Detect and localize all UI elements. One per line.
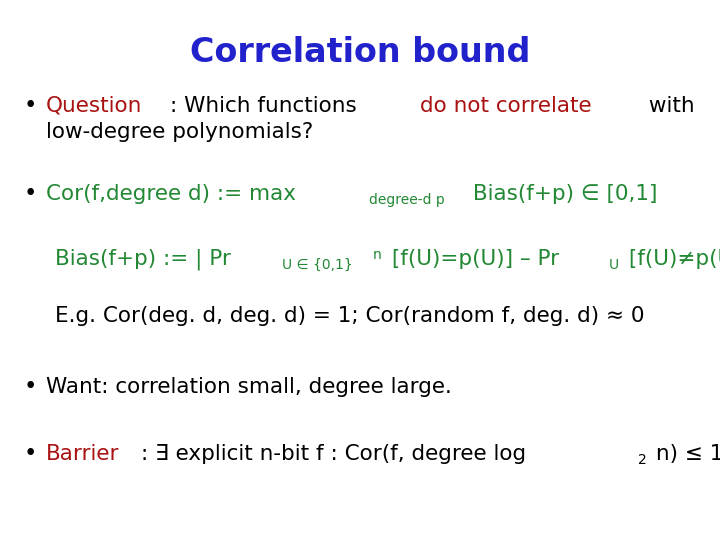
- Text: [f(U)≠p(U)] |: [f(U)≠p(U)] |: [622, 249, 720, 271]
- Text: Correlation bound: Correlation bound: [190, 36, 530, 69]
- Text: n) ≤ 1/n: n) ≤ 1/n: [649, 444, 720, 464]
- Text: Question: Question: [46, 96, 143, 116]
- Text: Bias(f+p) := | Pr: Bias(f+p) := | Pr: [55, 249, 231, 271]
- Text: n: n: [373, 248, 382, 262]
- Text: E.g. Cor(deg. d, deg. d) = 1; Cor(random f, deg. d) ≈ 0: E.g. Cor(deg. d, deg. d) = 1; Cor(random…: [55, 306, 644, 326]
- Text: Bias(f+p) ∈ [0,1]: Bias(f+p) ∈ [0,1]: [467, 184, 658, 204]
- Text: •: •: [23, 442, 37, 465]
- Text: low-degree polynomials?: low-degree polynomials?: [46, 122, 313, 142]
- Text: : ∃ explicit n-bit f : Cor(f, degree log: : ∃ explicit n-bit f : Cor(f, degree log: [141, 444, 526, 464]
- Text: Want: correlation small, degree large.: Want: correlation small, degree large.: [46, 377, 452, 397]
- Text: U: U: [609, 258, 619, 272]
- Text: Barrier: Barrier: [46, 444, 120, 464]
- Text: •: •: [23, 94, 37, 117]
- Text: [f(U)=p(U)] – Pr: [f(U)=p(U)] – Pr: [384, 249, 559, 269]
- Text: 2: 2: [638, 453, 647, 467]
- Text: •: •: [23, 182, 37, 205]
- Text: : Which functions: : Which functions: [171, 96, 364, 116]
- Text: degree-d p: degree-d p: [369, 193, 444, 207]
- Text: •: •: [23, 375, 37, 398]
- Text: Cor(f,degree d) := max: Cor(f,degree d) := max: [46, 184, 296, 204]
- Text: U ∈ {0,1}: U ∈ {0,1}: [282, 258, 353, 272]
- Text: with: with: [642, 96, 694, 116]
- Text: do not correlate: do not correlate: [420, 96, 592, 116]
